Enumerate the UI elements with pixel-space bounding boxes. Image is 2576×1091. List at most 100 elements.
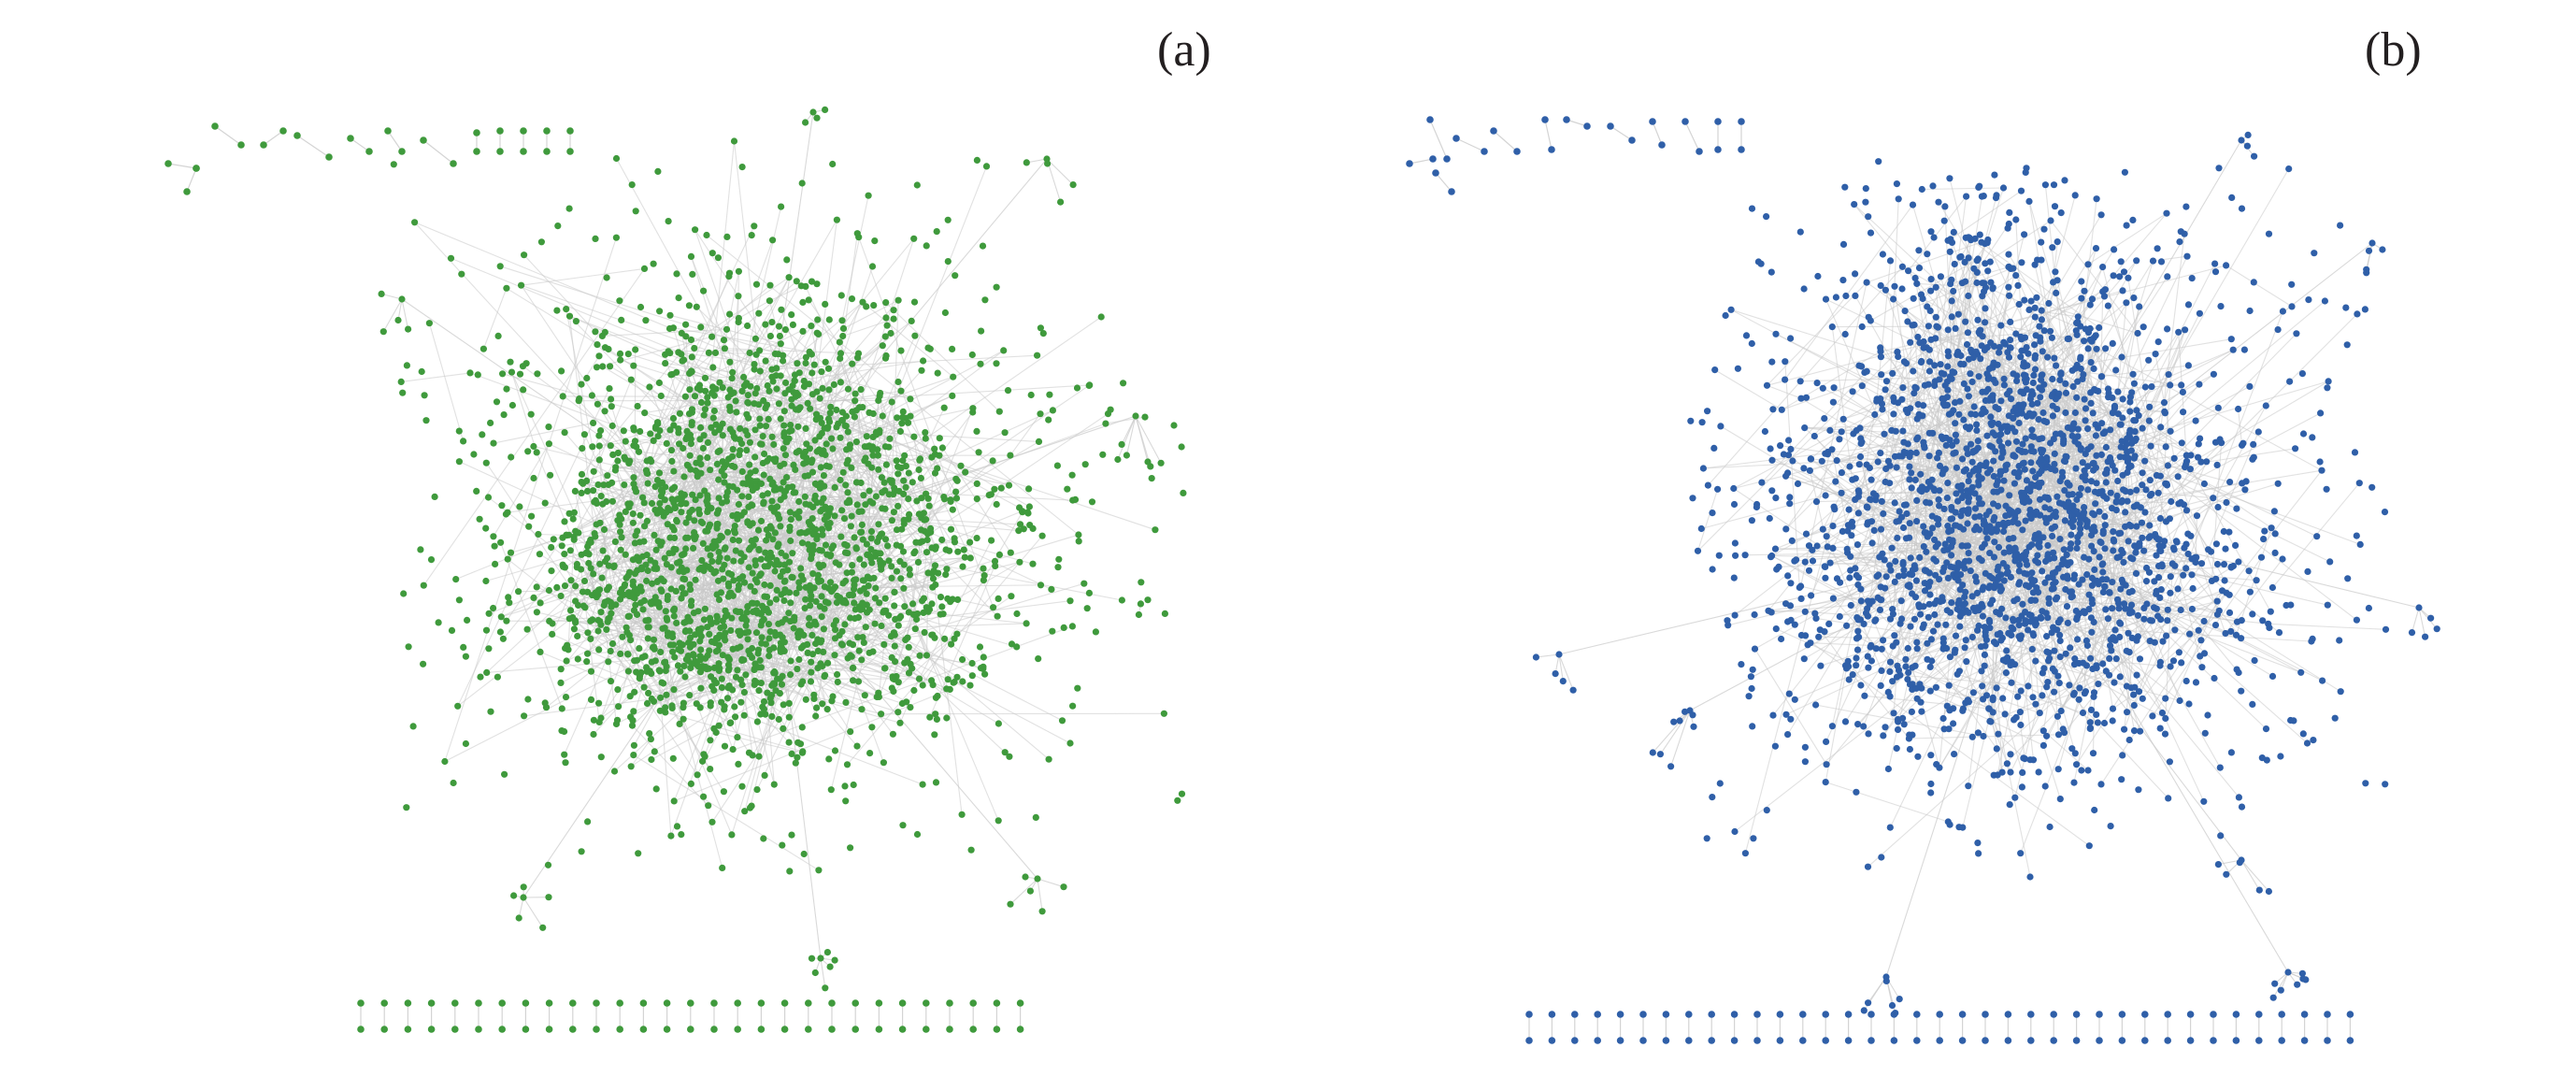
network-node [699,444,708,452]
network-node [2084,463,2092,470]
network-node [941,309,950,317]
network-node [1935,449,1942,456]
network-node [1952,420,1959,427]
network-node [923,242,930,250]
network-node [1917,470,1925,478]
network-node [422,417,430,424]
network-node [2062,409,2069,417]
network-node [2088,600,2097,608]
network-node [859,404,866,411]
network-node [1895,718,1902,725]
node-layer [165,106,1187,1033]
network-node [425,320,433,327]
network-node [1429,155,1437,163]
network-node [1170,422,1178,429]
network-node [772,483,780,492]
network-node [1899,384,1907,392]
network-node [2129,216,2137,223]
network-node [1771,545,1780,553]
network-node [622,551,629,558]
network-node [922,429,929,437]
network-node [630,481,637,488]
network-node [2051,554,2058,562]
network-node [720,337,728,344]
network-node [2051,460,2058,468]
network-node [966,538,974,546]
network-node [1986,550,1994,557]
network-node [454,702,462,710]
network-node [2355,480,2363,487]
network-node [1847,553,1854,560]
network-node [687,1026,694,1033]
network-node [1893,744,1900,753]
network-node [1839,527,1846,536]
network-node [655,667,663,674]
network-node [1594,1011,1601,1018]
network-node [2128,634,2136,642]
network-node [1913,695,1921,702]
network-node [1034,875,1041,883]
network-node [1016,1026,1024,1033]
network-node [590,467,597,475]
network-node [2251,656,2258,665]
network-node [879,342,886,350]
network-node [2022,168,2029,176]
network-node [639,494,647,501]
network-node [2091,488,2099,495]
network-node [2110,547,2117,554]
network-node [2107,426,2114,434]
network-node [2382,625,2390,633]
network-node [990,604,997,611]
network-node [2125,455,2132,463]
network-node [899,457,907,465]
network-node [2122,509,2129,516]
network-node [2213,461,2221,468]
network-node [716,553,723,561]
network-node [1938,369,1945,377]
network-node [578,566,585,573]
network-node [1942,621,1950,628]
network-node [701,374,709,381]
network-node [629,717,637,725]
network-node [1782,358,1789,366]
network-node [1853,571,1860,580]
network-node [2022,617,2029,624]
network-node [1858,382,1866,390]
network-node [661,659,668,667]
network-node [2083,571,2091,579]
network-node [629,510,637,518]
network-node [995,551,1003,559]
network-node [2099,588,2107,596]
network-node [876,599,883,607]
network-node [1939,714,1947,723]
network-node [1809,546,1816,554]
network-node [1997,585,2005,593]
network-node [869,452,877,459]
network-node [969,1026,977,1033]
network-node [769,536,777,543]
network-node [527,410,535,418]
network-node [1986,624,1994,632]
network-node [411,219,419,226]
network-node [2117,421,2125,428]
network-node [1148,475,1155,482]
network-node [798,179,806,187]
network-node [502,510,510,518]
network-node [808,555,815,563]
network-node [1714,146,1722,153]
network-node [732,397,739,405]
network-node [1996,349,2003,356]
network-node [441,757,449,766]
network-node [2049,244,2056,251]
network-node [2164,1011,2171,1018]
network-node [679,641,686,649]
network-node [2164,617,2171,624]
network-node [2249,700,2256,709]
network-node [777,462,784,469]
network-node [1940,217,1948,224]
network-node [521,712,528,720]
network-node [704,492,711,499]
network-node [2017,721,2025,729]
network-node [580,480,587,487]
network-node [1915,601,1923,609]
